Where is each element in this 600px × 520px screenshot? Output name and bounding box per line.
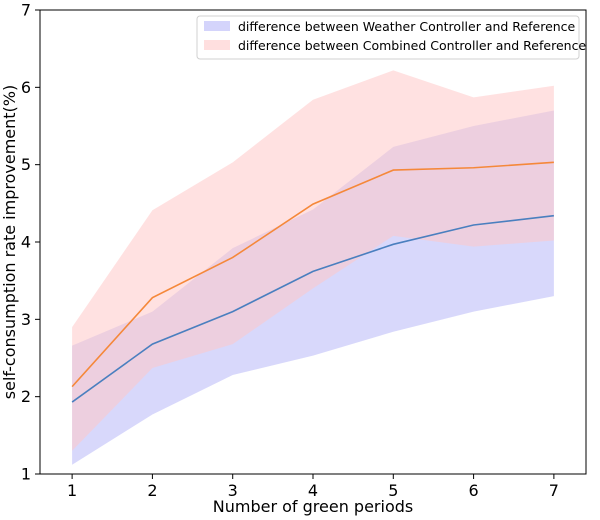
y-tick-label: 4 <box>21 233 31 252</box>
line-combined <box>71 161 554 388</box>
series-lines <box>71 161 554 403</box>
y-tick-label: 6 <box>21 78 31 97</box>
y-axis-label: self-consumption rate improvement(%) <box>0 85 19 399</box>
legend-swatch-combined <box>204 40 230 50</box>
line-weather <box>71 214 554 403</box>
x-tick-label: 7 <box>549 481 559 500</box>
y-axis: 1 2 3 4 5 6 7 <box>21 1 40 484</box>
y-tick-label: 7 <box>21 1 31 20</box>
x-tick-label: 1 <box>67 481 77 500</box>
legend-box <box>196 15 580 60</box>
x-tick-label: 3 <box>228 481 238 500</box>
legend-label-combined: difference between Combined Controller a… <box>238 38 586 53</box>
y-tick-label: 1 <box>21 465 31 484</box>
confidence-bands <box>72 70 554 465</box>
y-tick-label: 3 <box>21 310 31 329</box>
x-tick-label: 4 <box>308 481 318 500</box>
y-tick-label: 5 <box>21 155 31 174</box>
legend-label-weather: difference between Weather Controller an… <box>238 19 576 34</box>
x-tick-label: 2 <box>147 481 157 500</box>
x-tick-label: 5 <box>388 481 398 500</box>
x-axis: 1 2 3 4 5 6 7 <box>67 474 559 500</box>
y-tick-label: 2 <box>21 387 31 406</box>
band-combined <box>72 70 554 451</box>
legend: difference between Weather Controller an… <box>196 15 586 60</box>
legend-swatch-weather <box>204 21 230 31</box>
x-axis-label: Number of green periods <box>213 497 413 516</box>
x-tick-label: 6 <box>468 481 478 500</box>
